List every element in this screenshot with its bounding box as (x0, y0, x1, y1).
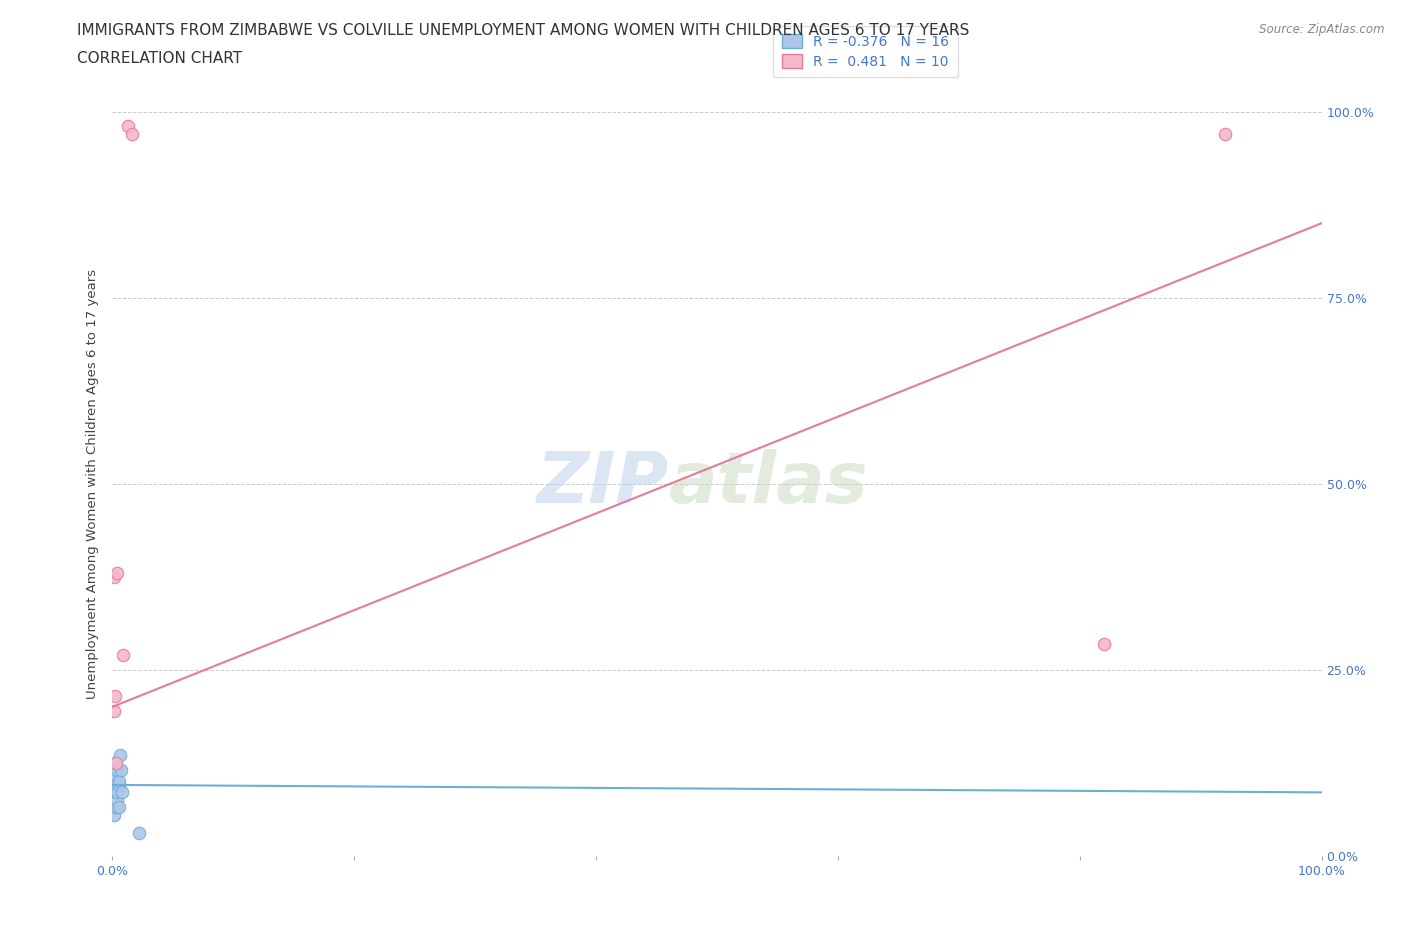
Point (105, 785, 128, 800)
Text: Source: ZipAtlas.com: Source: ZipAtlas.com (1260, 23, 1385, 36)
Point (105, 565, 128, 580)
Point (128, 826, 150, 841)
Text: ZIP: ZIP (537, 449, 669, 518)
Point (103, 807, 125, 822)
Point (105, 792, 128, 807)
Point (1092, 636, 1115, 651)
Y-axis label: Unemployment Among Women with Children Ages 6 to 17 years: Unemployment Among Women with Children A… (86, 269, 100, 698)
Point (108, 748, 131, 763)
Point (112, 647, 135, 662)
Point (103, 703, 125, 718)
Point (107, 774, 129, 789)
Point (104, 688, 127, 703)
Text: CORRELATION CHART: CORRELATION CHART (77, 51, 242, 66)
Text: atlas: atlas (669, 449, 869, 518)
Point (105, 755, 128, 770)
Text: IMMIGRANTS FROM ZIMBABWE VS COLVILLE UNEMPLOYMENT AMONG WOMEN WITH CHILDREN AGES: IMMIGRANTS FROM ZIMBABWE VS COLVILLE UNE… (77, 23, 970, 38)
Point (104, 755, 127, 770)
Point (105, 800, 128, 815)
Point (110, 763, 132, 777)
Point (117, 119, 139, 134)
Point (1213, 126, 1236, 141)
Point (104, 785, 127, 800)
Legend: R = -0.376   N = 16, R =  0.481   N = 10: R = -0.376 N = 16, R = 0.481 N = 10 (773, 25, 957, 77)
Point (107, 800, 129, 815)
Point (105, 777, 128, 792)
Point (103, 569, 125, 584)
Point (111, 785, 134, 800)
Point (121, 126, 143, 141)
Point (105, 763, 128, 777)
Point (107, 777, 129, 792)
Point (105, 770, 128, 785)
